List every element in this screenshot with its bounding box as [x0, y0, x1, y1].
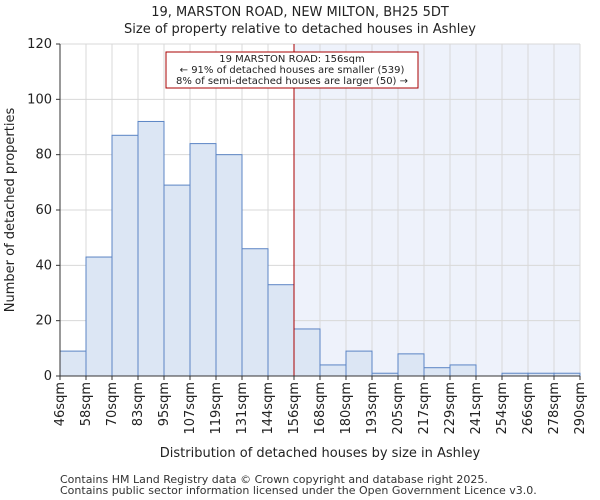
annotation-title: 19 MARSTON ROAD: 156sqm: [219, 54, 364, 65]
bar-58sqm: [85, 256, 113, 377]
y-tick-label-5: 100: [27, 92, 52, 107]
x-tick-label-9: 156sqm: [287, 382, 302, 435]
y-axis-label: Number of detached properties: [3, 108, 18, 313]
x-tick-label-11: 180sqm: [339, 382, 354, 435]
bar-205sqm: [397, 353, 425, 377]
x-tick-label-1: 58sqm: [79, 382, 94, 426]
y-tick-label-4: 80: [35, 148, 52, 163]
x-tick-label-10: 168sqm: [313, 382, 328, 435]
x-tick-label-19: 278sqm: [547, 382, 562, 435]
x-tick-label-20: 290sqm: [573, 382, 588, 435]
bar-229sqm: [449, 364, 477, 377]
chart-subtitle: Size of property relative to detached ho…: [124, 22, 476, 37]
bar-119sqm: [215, 154, 243, 377]
bar-156sqm: [293, 328, 321, 377]
footer-credit-1: Contains HM Land Registry data © Crown c…: [60, 473, 488, 486]
bar-107sqm: [189, 143, 217, 377]
plot-area: 0 20 40 60 80 100 120 46sqm 58sqm 70sqm 83sqm 95sqm…: [27, 37, 588, 435]
x-tick-label-12: 193sqm: [365, 382, 380, 435]
bar-217sqm: [423, 367, 451, 377]
x-tick-label-14: 217sqm: [417, 382, 432, 435]
x-tick-label-5: 107sqm: [183, 382, 198, 435]
annotation-box: [165, 51, 419, 89]
bar-131sqm: [241, 248, 269, 377]
x-tick-label-3: 83sqm: [131, 382, 146, 426]
chart-title: 19, MARSTON ROAD, NEW MILTON, BH25 5DT: [151, 5, 449, 20]
x-tick-label-18: 266sqm: [521, 382, 536, 435]
bar-46sqm: [59, 350, 87, 377]
bar-144sqm: [267, 284, 295, 377]
footer-credit-2: Contains public sector information licen…: [60, 484, 537, 497]
x-tick-label-6: 119sqm: [209, 382, 224, 435]
y-tick-label-1: 20: [35, 314, 52, 329]
x-tick-label-16: 241sqm: [469, 382, 484, 435]
x-tick-label-13: 205sqm: [391, 382, 406, 435]
x-axis-label: Distribution of detached houses by size …: [160, 446, 481, 461]
y-tick-label-2: 40: [35, 258, 52, 273]
bar-180sqm: [345, 350, 373, 377]
annotation-smaller: ← 91% of detached houses are smaller (53…: [180, 65, 405, 76]
y-tick-label-6: 120: [27, 37, 52, 52]
x-tick-label-15: 229sqm: [443, 382, 458, 435]
x-tick-label-8: 144sqm: [261, 382, 276, 435]
x-tick-label-17: 254sqm: [495, 382, 510, 435]
x-tick-label-0: 46sqm: [53, 382, 68, 426]
annotation-larger: 8% of semi-detached houses are larger (5…: [176, 76, 408, 87]
x-tick-label-4: 95sqm: [157, 382, 172, 426]
x-tick-label-2: 70sqm: [105, 382, 120, 426]
bar-95sqm: [163, 184, 191, 377]
y-tick-label-3: 60: [35, 203, 52, 218]
bar-83sqm: [137, 120, 165, 377]
bar-168sqm: [319, 364, 347, 377]
y-tick-label-0: 0: [44, 369, 52, 384]
bar-70sqm: [111, 134, 139, 377]
x-tick-label-7: 131sqm: [235, 382, 250, 435]
